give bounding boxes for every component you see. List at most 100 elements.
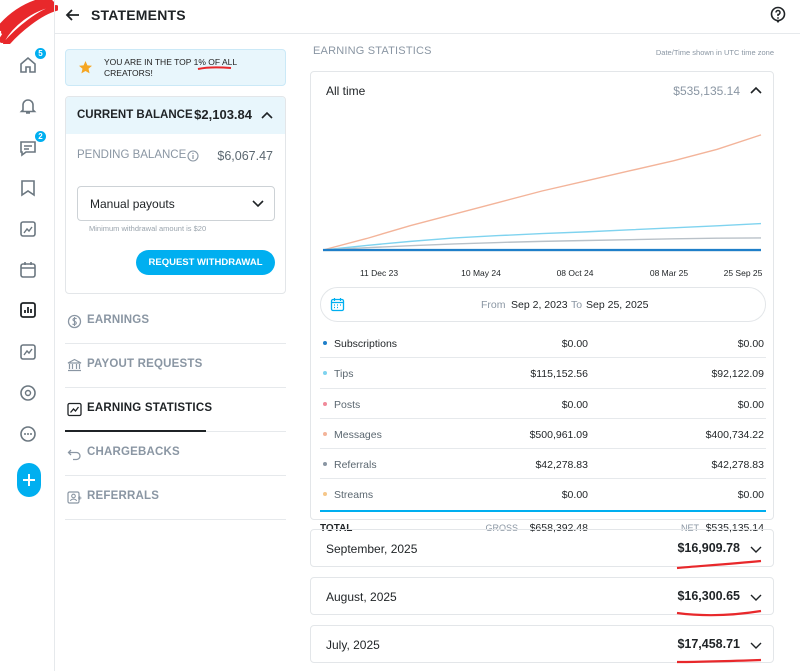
row-name: Tips [334, 368, 354, 381]
home-icon[interactable]: 5 [16, 47, 47, 77]
row-gross: $500,961.09 [529, 428, 588, 441]
collections-icon[interactable] [16, 176, 40, 200]
messages-icon[interactable]: 2 [16, 130, 47, 160]
row-name: Messages [334, 428, 382, 441]
menu-item-chargebacks[interactable]: CHARGEBACKS [65, 432, 286, 476]
table-row: Messages $500,961.09 $400,734.22 [320, 419, 766, 450]
chevron-up-icon [261, 111, 273, 119]
annotation-underline [676, 658, 762, 664]
to-label: To [571, 299, 583, 311]
x-tick-label: 10 May 24 [461, 268, 501, 278]
current-balance-header[interactable]: CURRENT BALANCE $2,103.84 [66, 97, 285, 134]
table-row: Tips $115,152.56 $92,122.09 [320, 358, 766, 389]
series-line-messages [322, 134, 762, 251]
profile-icon[interactable] [16, 381, 40, 405]
star-icon [79, 61, 92, 74]
menu-item-earning-statistics[interactable]: EARNING STATISTICS [65, 388, 286, 432]
gross-total: $658,392.48 [529, 521, 588, 534]
x-tick-label: 08 Oct 24 [557, 268, 594, 278]
menu-item-label: REFERRALS [87, 490, 160, 502]
month-total: $17,458.71 [677, 637, 740, 651]
month-total: $16,300.65 [677, 589, 740, 603]
legend-dot [323, 341, 327, 345]
month-label: August, 2025 [326, 590, 397, 604]
statistics-column: EARNING STATISTICS Date/Time shown in UT… [310, 40, 774, 664]
info-icon[interactable] [187, 150, 199, 162]
legend-dot [323, 371, 327, 376]
legend-dot [323, 462, 327, 467]
annotation-underline [676, 559, 762, 570]
bell-icon[interactable] [16, 94, 40, 118]
more-icon[interactable] [16, 422, 40, 446]
chevron-down-icon [750, 594, 762, 601]
row-name: Streams [334, 489, 374, 502]
bank-icon [67, 358, 82, 372]
row-name: Referrals [334, 459, 377, 472]
row-gross: $0.00 [561, 489, 588, 502]
page-header: STATEMENTS [55, 0, 800, 34]
series-line-referrals [322, 237, 762, 251]
month-row-september[interactable]: September, 2025 $16,909.78 [310, 529, 774, 570]
menu-item-referrals[interactable]: REFERRALS [65, 476, 286, 520]
row-gross: $0.00 [561, 398, 588, 411]
statistics-card: All time $535,135.14 11 Dec 23 10 May 24 0… [310, 71, 774, 534]
request-withdrawal-button[interactable]: REQUEST WITHDRAWAL [136, 250, 275, 275]
logo-scribble [0, 0, 58, 44]
vault-icon[interactable] [16, 217, 40, 241]
month-row-august[interactable]: August, 2025 $16,300.65 [310, 577, 774, 617]
month-row-july[interactable]: July, 2025 $17,458.71 [310, 625, 774, 664]
x-tick-label: 25 Sep 25 [724, 268, 763, 278]
total-row: TOTAL GROSS $658,392.48 NET $535,135.14 [320, 509, 766, 540]
row-net: $0.00 [737, 398, 764, 411]
table-row: Posts $0.00 $0.00 [320, 389, 766, 419]
current-balance-value: $2,103.84 [194, 107, 252, 122]
trend-chart-icon [67, 402, 82, 417]
earnings-line-chart: 11 Dec 23 10 May 24 08 Oct 24 08 Mar 25 25 S… [322, 134, 763, 278]
menu-item-label: PAYOUT REQUESTS [87, 358, 203, 370]
calendar-icon[interactable] [16, 258, 40, 282]
home-badge: 5 [34, 47, 47, 60]
menu-item-label: EARNINGS [87, 314, 150, 326]
period-label: All time [326, 84, 366, 98]
annotation-underline [197, 66, 232, 70]
table-row: Streams $0.00 $0.00 [320, 479, 766, 509]
menu-item-earnings[interactable]: EARNINGS [65, 300, 286, 344]
messages-badge: 2 [34, 130, 47, 143]
statistics-section-header: EARNING STATISTICS Date/Time shown in UT… [310, 40, 774, 62]
new-post-button[interactable] [17, 463, 41, 497]
statements-menu: EARNINGS PAYOUT REQUESTS EARNING STATIST… [65, 300, 286, 520]
chevron-down-icon [750, 546, 762, 553]
month-total: $16,909.78 [677, 541, 740, 555]
analytics-icon[interactable] [16, 340, 40, 364]
annotation-underline [676, 609, 762, 617]
back-arrow-icon[interactable] [65, 7, 81, 23]
from-date[interactable]: Sep 2, 2023 [511, 299, 568, 311]
series-line-tips [322, 222, 762, 251]
month-label: September, 2025 [326, 542, 418, 556]
row-name: Posts [334, 398, 361, 411]
top-creator-banner: YOU ARE IN THE TOP 1% OF ALL CREATORS! [65, 49, 286, 86]
chevron-up-icon[interactable] [750, 86, 762, 95]
gross-label: GROSS [485, 522, 518, 533]
statistics-icon[interactable] [16, 298, 40, 322]
x-tick-label: 08 Mar 25 [650, 268, 689, 278]
menu-item-label: CHARGEBACKS [87, 446, 180, 458]
row-net: $92,122.09 [711, 368, 764, 381]
legend-dot [323, 431, 327, 436]
menu-item-label: EARNING STATISTICS [87, 402, 213, 414]
total-label: TOTAL [320, 522, 353, 534]
net-total: $535,135.14 [705, 521, 764, 534]
menu-item-payout-requests[interactable]: PAYOUT REQUESTS [65, 344, 286, 388]
date-range-picker[interactable]: From Sep 2, 2023 To Sep 25, 2025 [320, 287, 766, 322]
help-icon[interactable] [769, 6, 787, 24]
table-row: Subscriptions $0.00 $0.00 [320, 328, 766, 359]
legend-dot [323, 401, 327, 406]
payout-method-value: Manual payouts [90, 197, 175, 211]
to-date[interactable]: Sep 25, 2025 [586, 299, 649, 311]
payout-method-select[interactable]: Manual payouts [77, 186, 275, 221]
current-balance-label: CURRENT BALANCE [77, 109, 193, 121]
period-total: $535,135.14 [673, 84, 740, 98]
page-title: STATEMENTS [91, 7, 186, 23]
pending-balance-value: $6,067.47 [217, 149, 273, 163]
earnings-table: Subscriptions $0.00 $0.00 Tips $115,152.… [320, 328, 766, 540]
